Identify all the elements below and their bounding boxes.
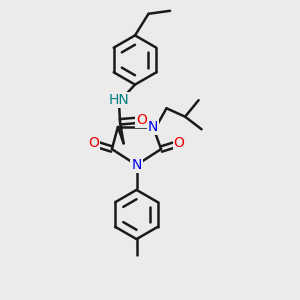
Text: N: N — [131, 158, 142, 172]
Text: O: O — [136, 113, 147, 127]
Text: HN: HN — [108, 93, 129, 107]
Text: O: O — [88, 136, 99, 150]
Text: N: N — [148, 120, 158, 134]
Text: O: O — [174, 136, 184, 150]
